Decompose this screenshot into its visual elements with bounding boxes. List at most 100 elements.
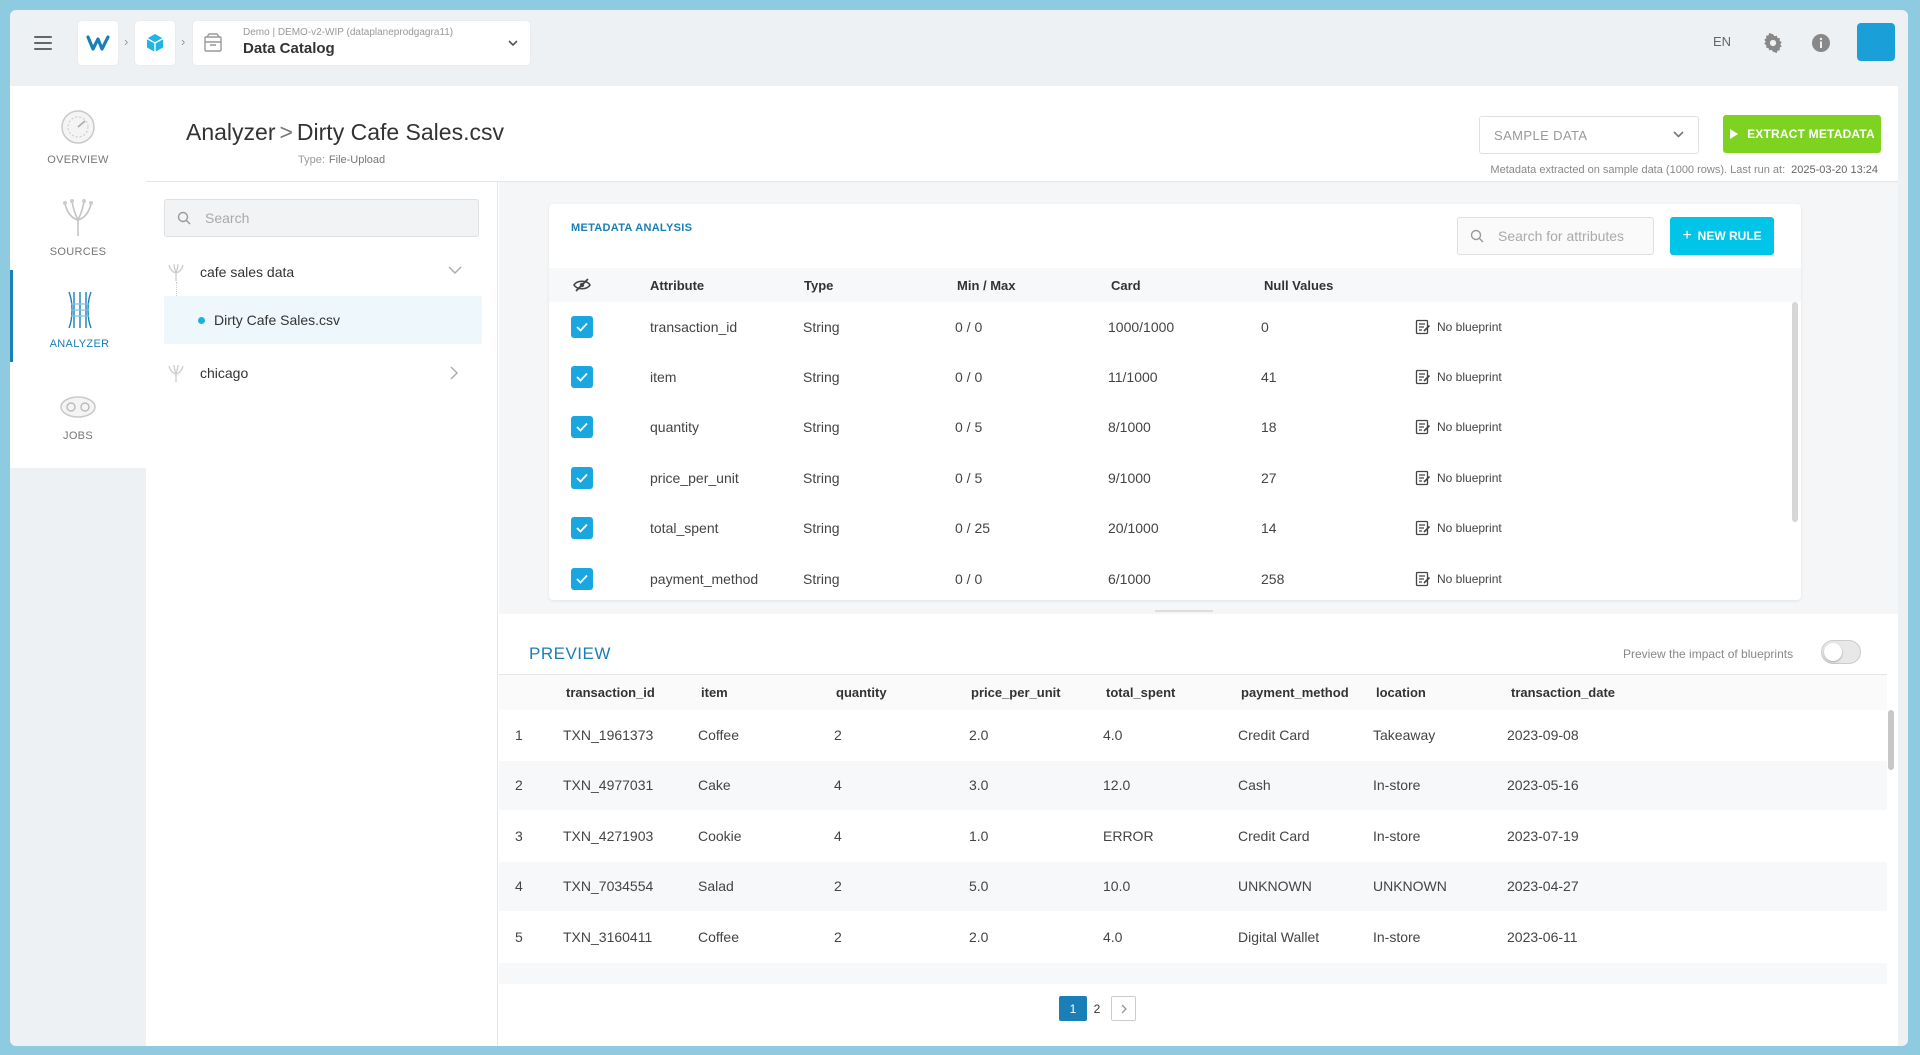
checkbox-checked-icon[interactable] — [571, 365, 593, 388]
preview-row: 4 TXN_7034554 Salad 2 5.0 10.0 UNKNOWN UNKNOWN 2… — [499, 861, 1887, 911]
column-header-null-values[interactable]: Null Values — [1264, 277, 1334, 293]
checkbox-checked-icon[interactable] — [571, 315, 593, 338]
next-page-button[interactable] — [1111, 996, 1136, 1021]
extract-metadata-button[interactable]: EXTRACT METADATA — [1723, 115, 1881, 153]
metadata-row[interactable]: payment_method String 0 / 0 6/1000 258 No blu… — [549, 554, 1801, 600]
logo-button[interactable] — [78, 21, 118, 65]
new-rule-label: NEW RULE — [1697, 229, 1762, 243]
attribute-checkbox[interactable] — [571, 302, 593, 351]
gear-icon[interactable] — [1761, 31, 1785, 55]
metadata-row[interactable]: price_per_unit String 0 / 5 9/1000 27 No blue… — [549, 453, 1801, 502]
nav-jobs[interactable]: JOBS — [10, 362, 146, 454]
blueprint-cell[interactable]: No blueprint — [1415, 504, 1502, 553]
preview-cell: 2023-03-31 — [1507, 967, 1579, 984]
nav-sources[interactable]: SOURCES — [10, 178, 146, 270]
column-header-type[interactable]: Type — [804, 277, 834, 293]
attribute-checkbox[interactable] — [571, 504, 593, 553]
row-number: 3 — [515, 827, 523, 844]
column-header[interactable]: location — [1376, 685, 1426, 700]
blueprint-cell[interactable]: No blueprint — [1415, 302, 1502, 351]
metadata-row[interactable]: transaction_id String 0 / 0 1000/1000 0 No bl… — [549, 302, 1801, 351]
project-selector[interactable]: Demo | DEMO-v2-WIP (dataplaneprodgagra11… — [193, 21, 530, 65]
user-avatar[interactable] — [1857, 23, 1895, 61]
column-header[interactable]: item — [701, 685, 728, 700]
brand-logo-icon — [86, 35, 110, 51]
type-cell: String — [803, 520, 840, 537]
column-header[interactable]: payment_method — [1241, 685, 1349, 700]
column-header[interactable]: total_spent — [1106, 685, 1176, 700]
checkbox-checked-icon[interactable] — [571, 416, 593, 439]
chevron-down-icon — [508, 40, 518, 47]
attribute-search-input[interactable]: Search for attributes — [1457, 217, 1654, 255]
visibility-toggle-icon[interactable] — [573, 268, 591, 302]
source-icon — [168, 263, 184, 281]
language-selector[interactable]: EN — [1713, 34, 1732, 49]
page-button-1[interactable]: 1 — [1059, 996, 1087, 1021]
column-header[interactable]: transaction_date — [1511, 685, 1616, 700]
attribute-checkbox[interactable] — [571, 554, 593, 600]
column-header[interactable]: price_per_unit — [971, 685, 1061, 700]
preview-cell: 12.0 — [1103, 777, 1131, 793]
nav-overview[interactable]: OVERVIEW — [10, 86, 146, 178]
preview-cell: In-store — [1373, 928, 1421, 945]
min-max-cell: 0 / 5 — [955, 419, 983, 436]
blueprint-cell[interactable]: No blueprint — [1415, 403, 1502, 452]
preview-cell: Cash — [1238, 777, 1271, 793]
top-bar: › › Demo | DEMO-v2-WIP (dataplaneprodgag… — [10, 10, 1908, 86]
card-cell: 9/1000 — [1108, 469, 1151, 486]
blueprint-cell[interactable]: No blueprint — [1415, 554, 1502, 600]
null-values-cell: 41 — [1261, 368, 1277, 385]
preview-scrollbar[interactable] — [1888, 710, 1894, 770]
metadata-scrollbar[interactable] — [1792, 302, 1798, 522]
blueprint-cell[interactable]: No blueprint — [1415, 453, 1502, 502]
min-max-cell: 0 / 5 — [955, 469, 983, 486]
preview-cell: Digital Wallet — [1238, 928, 1320, 945]
min-max-cell: 0 / 0 — [955, 570, 983, 587]
null-values-cell: 0 — [1261, 318, 1269, 335]
attribute-cell: item — [650, 368, 677, 385]
attribute-checkbox[interactable] — [571, 352, 593, 401]
column-header-attribute[interactable]: Attribute — [650, 277, 705, 293]
blueprint-impact-toggle[interactable] — [1821, 640, 1861, 664]
workspace-button[interactable] — [135, 21, 175, 65]
tree-item-dirty-cafe-sales[interactable]: Dirty Cafe Sales.csv — [164, 296, 482, 344]
nav-analyzer[interactable]: ANALYZER — [10, 270, 146, 362]
column-header[interactable]: transaction_id — [566, 685, 655, 700]
checkbox-checked-icon[interactable] — [571, 517, 593, 540]
metadata-row[interactable]: item String 0 / 0 11/1000 41 No blueprint — [549, 352, 1801, 401]
overview-icon — [61, 110, 95, 144]
metadata-run-date: 2025-03-20 13:24 — [1791, 164, 1878, 176]
breadcrumb-separator-icon: › — [124, 34, 129, 49]
file-type-value: File-Upload — [328, 154, 386, 166]
tree-item-cafe-sales-data[interactable]: cafe sales data — [164, 248, 482, 296]
menu-icon[interactable] — [34, 36, 52, 50]
metadata-row[interactable]: total_spent String 0 / 25 20/1000 14 No bluep… — [549, 504, 1801, 553]
tree-search-input[interactable]: Search — [164, 199, 479, 237]
new-rule-button[interactable]: + NEW RULE — [1670, 217, 1774, 255]
analyzer-content: METADATA ANALYSIS Search for attributes … — [499, 182, 1898, 1046]
metadata-run-text: Metadata extracted on sample data (1000 … — [1490, 164, 1786, 176]
checkbox-checked-icon[interactable] — [571, 567, 593, 590]
sample-data-select[interactable]: SAMPLE DATA — [1479, 116, 1699, 154]
tree-search-placeholder: Search — [205, 210, 250, 226]
column-header-card[interactable]: Card — [1111, 277, 1141, 293]
info-icon[interactable] — [1809, 31, 1833, 55]
attribute-checkbox[interactable] — [571, 453, 593, 502]
breadcrumb-analyzer[interactable]: Analyzer — [186, 119, 276, 145]
file-type: Type: File-Upload — [298, 154, 385, 166]
row-number: 6 — [515, 967, 523, 984]
search-icon — [1470, 229, 1484, 243]
attribute-checkbox[interactable] — [571, 403, 593, 452]
column-header[interactable]: quantity — [836, 685, 887, 700]
page-button-2[interactable]: 2 — [1093, 1001, 1101, 1016]
preview-cell: 4 — [834, 827, 842, 844]
tree-item-chicago[interactable]: chicago — [164, 349, 482, 397]
metadata-analysis-title: METADATA ANALYSIS — [571, 222, 693, 234]
column-header-min-max[interactable]: Min / Max — [957, 277, 1016, 293]
preview-cell: UNKNOWN — [1373, 878, 1447, 894]
checkbox-checked-icon[interactable] — [571, 466, 593, 489]
metadata-row[interactable]: quantity String 0 / 5 8/1000 18 No blueprint — [549, 403, 1801, 452]
type-cell: String — [803, 318, 840, 335]
preview-cell: 5 — [834, 967, 842, 984]
blueprint-cell[interactable]: No blueprint — [1415, 352, 1502, 401]
